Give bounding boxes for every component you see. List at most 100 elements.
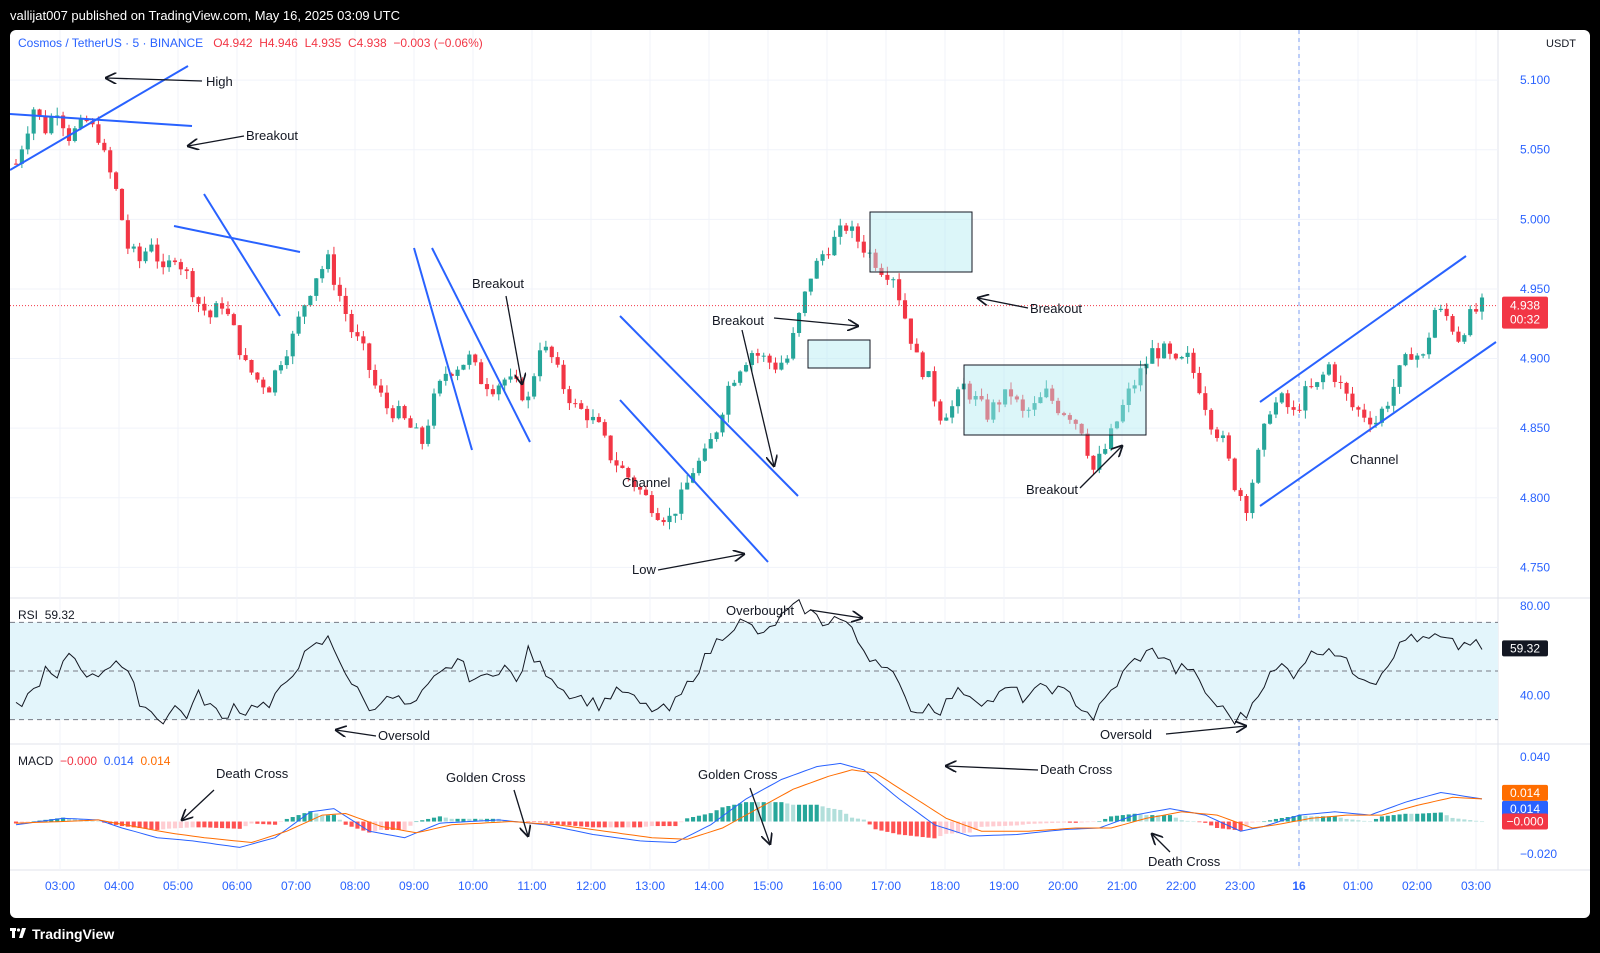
macd-histogram-bar [1073,821,1078,823]
macd-histogram-bar [973,821,978,830]
macd-histogram-bar [461,818,466,822]
macd-histogram-bar [1032,821,1037,824]
candle-body [1456,331,1461,342]
candle-body [573,403,578,405]
candle-body [873,252,878,268]
macd-label[interactable]: MACD [18,754,54,768]
annotation-arrow [1152,834,1171,853]
candle-body [1097,453,1102,470]
candle-body [526,396,531,401]
macd-histogram-bar [743,802,749,822]
annotation-arrow [106,78,203,81]
macd-histogram-bar [1474,820,1479,822]
candle-body [1356,407,1361,410]
candle-body [1368,417,1373,425]
candle-body [1262,423,1267,450]
drawings-layer [10,65,1497,563]
macd-histogram-bar [31,821,36,822]
macd-histogram-bar [1397,814,1402,822]
macd-histogram-bar [19,821,24,823]
macd-signal-value: 0.014 [140,754,171,768]
macd-histogram-bar [243,821,248,827]
candle-body [779,362,784,370]
candle-body [1244,495,1249,514]
macd-histogram-bar [1061,821,1067,823]
candle-body [1132,385,1137,389]
candle-body [349,313,354,333]
macd-histogram-bar [626,821,631,828]
macd-histogram-bar [249,821,254,824]
macd-histogram-bar [1303,815,1308,822]
candle-body [331,254,336,285]
macd-histogram-bar [579,821,584,827]
macd-histogram-bar [337,819,342,822]
tradingview-logo[interactable]: TradingView [10,926,114,942]
candle-body [520,378,525,401]
macd-histogram-bar [555,821,560,825]
annotation-label: Oversold [1100,727,1152,742]
macd-histogram-bar [1109,816,1114,822]
candle-body [1238,490,1243,496]
price-tick-label: 4.950 [1520,282,1550,296]
macd-histogram-bar [1008,821,1014,826]
macd-histogram-bar [1126,814,1131,822]
candle-body [13,163,19,165]
macd-histogram-bar [167,821,172,829]
candle-body [384,392,389,409]
candle-body [1103,449,1108,454]
candle-body [172,260,178,263]
rsi-legend: RSI 59.32 [18,608,75,622]
candle-body [1197,372,1202,394]
macd-histogram-bar [832,808,837,822]
macd-histogram-bar [1238,821,1243,831]
macd-histogram-bar [738,803,743,822]
candle-body [1203,393,1208,410]
macd-histogram-bar [1020,821,1025,825]
top-bar: vallijat007 published on TradingView.com… [0,0,1600,30]
macd-histogram-bar [596,821,601,828]
time-tick-label: 05:00 [163,879,193,893]
annotation-label: High [206,74,233,89]
macd-histogram-bar [108,821,113,824]
macd-histogram-bar [950,821,955,834]
macd-histogram-bar [1179,820,1184,822]
macd-histogram-bar [1091,821,1096,823]
candles-layer [10,107,1498,530]
candle-body [343,295,348,314]
macd-histogram-bar [284,818,289,822]
candle-body [773,362,778,370]
candle-body [367,343,372,370]
candle-body [1397,365,1402,387]
candle-body [1409,354,1414,360]
rsi-band [10,621,1498,721]
candle-body [1214,429,1220,438]
macd-histogram-bar [443,817,448,822]
chart-svg[interactable]: 5.100 5.050 5.000 4.950 4.900 4.850 4.800 4.750… [10,30,1590,918]
candle-body [1008,389,1014,397]
candle-body [714,432,719,440]
candle-body [796,312,802,333]
rsi-label[interactable]: RSI [18,608,39,622]
chart-container[interactable]: 5.100 5.050 5.000 4.950 4.900 4.850 4.800 4.750… [10,30,1590,918]
candle-body [1379,408,1384,423]
trendline [1259,341,1497,507]
macd-histogram-bar [590,821,596,828]
candle-body [902,300,908,319]
macd-layer [13,762,1485,848]
macd-histogram-bar [143,821,148,829]
annotation-arrow [741,329,774,466]
macd-histogram-bar [543,821,548,823]
published-info: vallijat007 published on TradingView.com… [10,8,400,23]
candle-body [479,362,484,385]
annotation-arrow [773,317,858,326]
price-tick-label: 4.850 [1520,421,1550,435]
annotation-label: Golden Cross [446,770,526,785]
macd-histogram-bar [1203,821,1208,823]
candle-body [1267,414,1273,424]
symbol-name[interactable]: Cosmos / TetherUS · 5 · BINANCE [18,36,204,50]
macd-histogram-bar [55,818,60,822]
macd-histogram-bar [325,815,331,822]
candle-body [967,383,972,400]
symbol-legend: Cosmos / TetherUS · 5 · BINANCE O4.942 H… [18,36,483,50]
currency-label[interactable]: USDT [1546,38,1576,50]
